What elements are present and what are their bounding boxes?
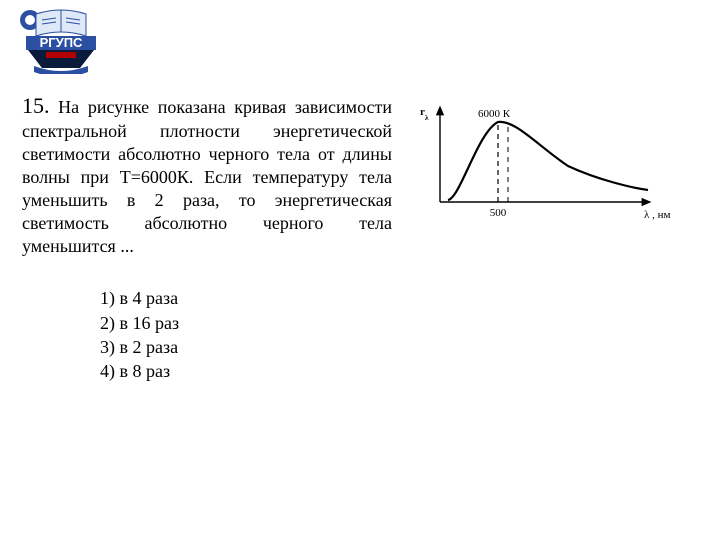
university-logo: РГУПС xyxy=(16,6,106,74)
content-area: 15. На рисунке показана кривая зависимос… xyxy=(22,92,702,384)
question-body: На рисунке показана кривая зависимости с… xyxy=(22,97,392,256)
svg-text:500: 500 xyxy=(490,207,507,219)
answer-option-3: 3) в 2 раза xyxy=(100,335,702,359)
svg-text:λ , нм: λ , нм xyxy=(644,209,670,221)
blackbody-curve-chart: rλ 6000 К λ , нм 500 xyxy=(410,94,680,229)
question-row: 15. На рисунке показана кривая зависимос… xyxy=(22,92,702,258)
question-text: 15. На рисунке показана кривая зависимос… xyxy=(22,92,392,258)
answer-option-2: 2) в 16 раз xyxy=(100,311,702,335)
svg-text:rλ: rλ xyxy=(420,106,429,122)
answer-option-1: 1) в 4 раза xyxy=(100,286,702,310)
logo-text: РГУПС xyxy=(40,35,83,50)
answer-list: 1) в 4 раза 2) в 16 раз 3) в 2 раза 4) в… xyxy=(100,286,702,383)
answer-option-4: 4) в 8 раз xyxy=(100,359,702,383)
question-number: 15. xyxy=(22,93,50,118)
svg-text:6000 К: 6000 К xyxy=(478,108,511,120)
